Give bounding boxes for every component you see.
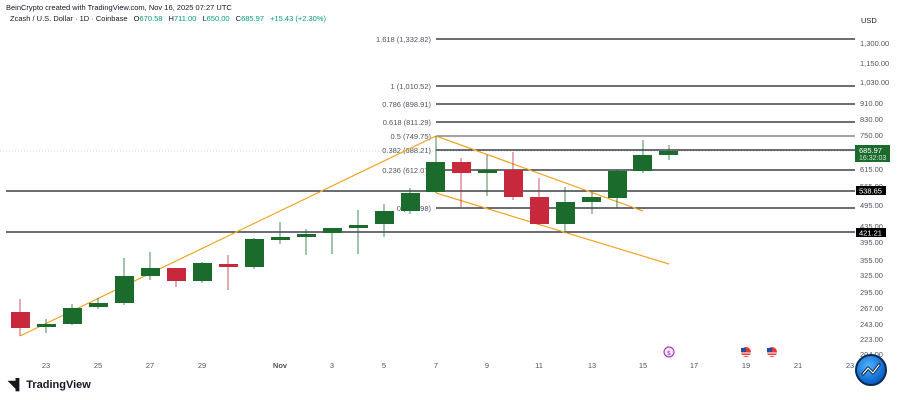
svg-text:7: 7: [434, 361, 438, 370]
svg-text:$: $: [667, 349, 671, 357]
svg-text:23: 23: [846, 361, 854, 370]
tradingview-logo-text: TradingView: [26, 378, 91, 391]
fibonacci-levels[interactable]: [436, 38, 855, 209]
svg-text:1,150.00: 1,150.00: [860, 59, 889, 68]
wedge-lower-trendline[interactable]: [435, 192, 670, 265]
svg-text:19: 19: [742, 361, 750, 370]
svg-text:267.00: 267.00: [860, 304, 883, 313]
svg-text:Nov: Nov: [273, 361, 288, 370]
svg-text:13: 13: [588, 361, 596, 370]
dividend-event-icon[interactable]: $: [663, 346, 675, 358]
svg-text:1,300.00: 1,300.00: [860, 39, 889, 48]
wedge-upper-trendline[interactable]: [435, 135, 644, 212]
svg-text:421.21: 421.21: [859, 229, 882, 238]
high-value: 711.00: [173, 14, 197, 23]
open-value: 670.58: [139, 14, 163, 23]
low-value: 650.00: [206, 14, 230, 23]
ascending-trendline[interactable]: [19, 135, 437, 337]
svg-text:21: 21: [794, 361, 802, 370]
svg-text:223.00: 223.00: [860, 335, 883, 344]
svg-text:830.00: 830.00: [860, 115, 883, 124]
svg-text:25: 25: [94, 361, 102, 370]
us-economic-event-icon-2[interactable]: [767, 347, 777, 357]
level-tag-538: 538.65: [856, 186, 886, 196]
low-label: L: [202, 14, 207, 23]
svg-text:615.00: 615.00: [860, 165, 883, 174]
symbol-title[interactable]: Zcash / U.S. Dollar · 1D · Coinbase: [10, 14, 128, 23]
svg-text:23: 23: [42, 361, 50, 370]
svg-text:750.00: 750.00: [860, 131, 883, 140]
svg-text:1,030.00: 1,030.00: [860, 78, 889, 87]
svg-text:495.00: 495.00: [860, 201, 883, 210]
candles[interactable]: [11, 136, 678, 336]
fibonacci-labels: 1.618 (1,332.82) 1 (1,010.52) 0.786 (898…: [376, 35, 432, 213]
svg-text:27: 27: [146, 361, 154, 370]
price-axis[interactable]: 1,300.00 1,150.00 1,030.00 910.00 830.00…: [860, 39, 889, 359]
svg-text:5: 5: [382, 361, 386, 370]
fib-label-0236: 0.236 (612.07): [382, 166, 431, 175]
svg-text:295.00: 295.00: [860, 288, 883, 297]
svg-text:17: 17: [690, 361, 698, 370]
fib-label-1: 1 (1,010.52): [391, 82, 432, 91]
svg-text:9: 9: [485, 361, 489, 370]
level-tag-421: 421.21: [856, 228, 886, 238]
beincrypto-badge-icon: [855, 354, 887, 386]
svg-text:685.97: 685.97: [859, 146, 882, 155]
symbol-legend: Zcash / U.S. Dollar · 1D · Coinbase O670…: [10, 14, 326, 23]
us-economic-event-icon[interactable]: [741, 347, 751, 357]
currency-label[interactable]: USD: [861, 16, 877, 25]
svg-text:325.00: 325.00: [860, 271, 883, 280]
fib-label-0618: 0.618 (811.29): [383, 118, 432, 127]
svg-text:29: 29: [198, 361, 206, 370]
fib-label-05: 0.5 (749.75): [391, 132, 432, 141]
close-label: C: [235, 14, 242, 23]
change-value: +15.43 (+2.30%): [270, 14, 326, 23]
fib-label-1618: 1.618 (1,332.82): [376, 35, 432, 44]
svg-text:3: 3: [330, 361, 334, 370]
svg-text:910.00: 910.00: [860, 99, 883, 108]
svg-text:243.00: 243.00: [860, 320, 883, 329]
svg-text:15: 15: [639, 361, 647, 370]
svg-text:538.65: 538.65: [859, 187, 882, 196]
svg-text:435.00: 435.00: [860, 222, 883, 231]
tradingview-logo[interactable]: ◥▌ TradingView: [8, 378, 91, 392]
svg-text:395.00: 395.00: [860, 238, 883, 247]
svg-text:355.00: 355.00: [860, 256, 883, 265]
open-label: O: [133, 14, 140, 23]
high-label: H: [168, 14, 174, 23]
time-axis[interactable]: 23 25 27 29 Nov 3 5 7 9 11 13 15 17 19 2…: [42, 361, 854, 370]
chart-credit: BeinCrypto created with TradingView.com,…: [6, 3, 232, 12]
fib-label-0786: 0.786 (898.91): [382, 100, 431, 109]
tradingview-mark-icon: ◥▌: [8, 379, 23, 391]
svg-text:11: 11: [535, 361, 543, 370]
svg-text:16:32:03: 16:32:03: [859, 155, 886, 162]
close-value: 685.97: [241, 14, 265, 23]
current-price-tag: 685.97 16:32:03: [855, 145, 890, 162]
